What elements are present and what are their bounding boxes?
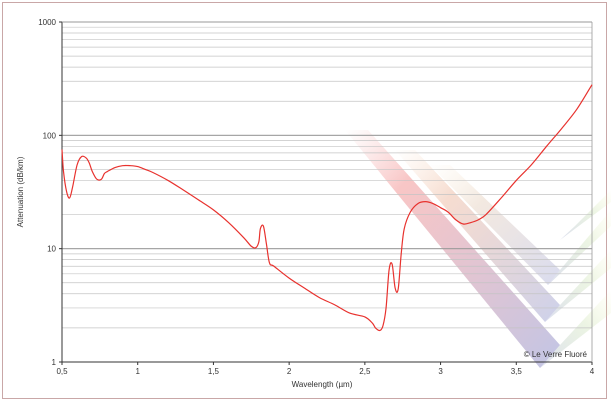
x-tick-label: 0,5 — [56, 367, 68, 376]
y-axis-title: Attenuation (dB/km) — [16, 156, 25, 227]
x-tick-label: 3 — [438, 367, 443, 376]
x-tick-label: 4 — [590, 367, 595, 376]
x-tick-label: 3,5 — [511, 367, 523, 376]
x-axis-title: Wavelength (µm) — [292, 380, 353, 389]
y-tick-label: 10 — [47, 245, 56, 254]
axes — [61, 21, 593, 363]
x-tick-label: 2,5 — [359, 367, 371, 376]
y-tick-label: 100 — [43, 131, 57, 140]
x-tick-label: 1 — [135, 367, 140, 376]
x-tick-label: 1,5 — [208, 367, 220, 376]
chart-frame — [2, 2, 607, 399]
attenuation-series-line — [61, 84, 593, 332]
y-tick-label: 1000 — [38, 18, 56, 27]
x-tick-label: 2 — [287, 367, 292, 376]
series-group — [61, 84, 593, 332]
y-tick-label: 1 — [52, 358, 57, 367]
copyright-label: © Le Verre Fluoré — [524, 350, 588, 359]
